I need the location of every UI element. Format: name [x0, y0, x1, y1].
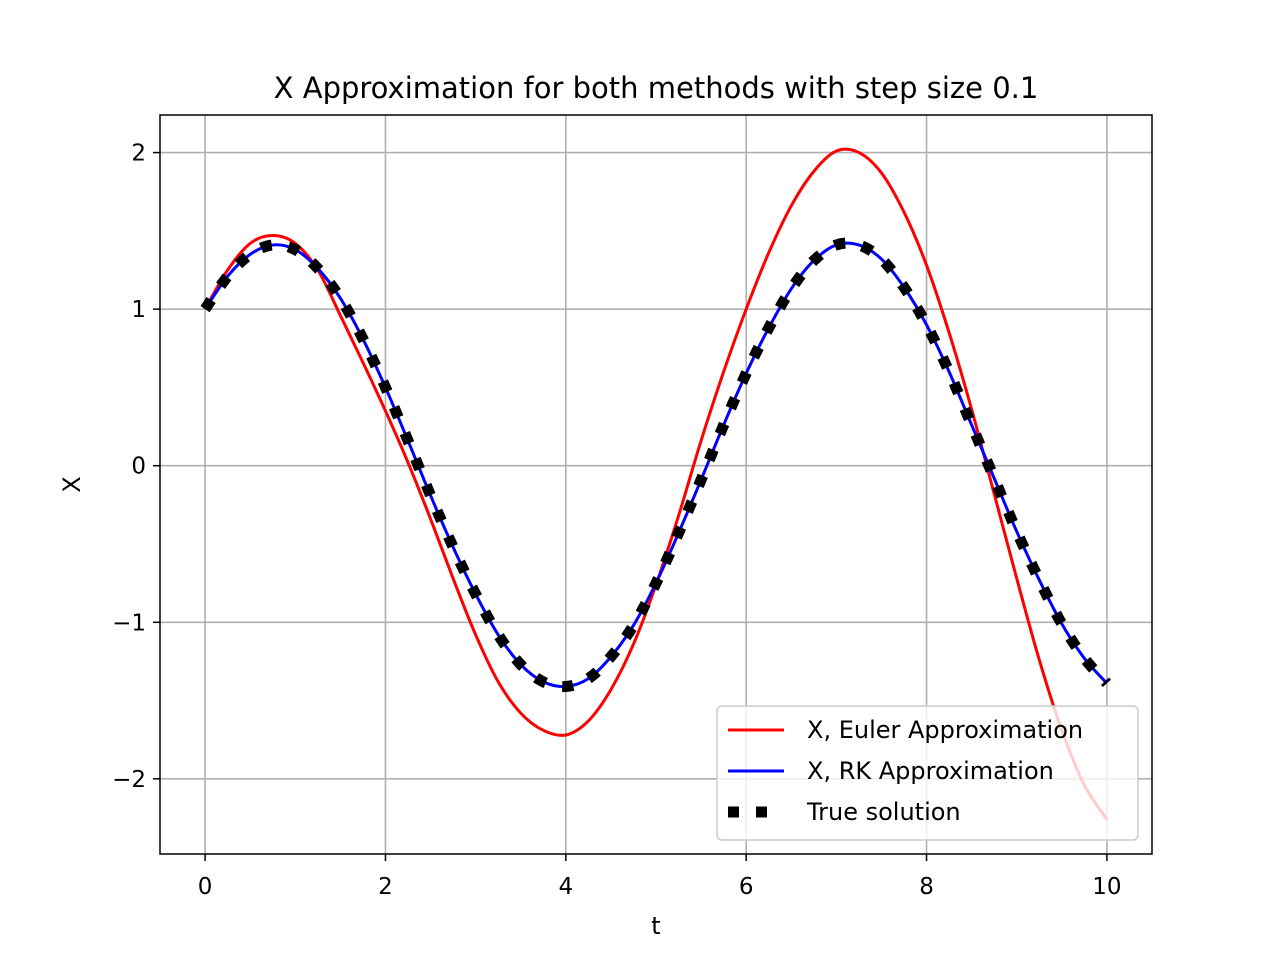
chart-title: X Approximation for both methods with st… [274, 71, 1039, 105]
legend: X, Euler Approximation X, RK Approximatio… [716, 705, 1139, 841]
grid-layer [160, 115, 1152, 854]
y-axis-label: X [58, 476, 86, 492]
legend-label-rk-approximation: X, RK Approximation [807, 757, 1054, 785]
x-axis-label: t [651, 912, 660, 940]
axes-frame [159, 114, 1153, 855]
x-tick-label: 4 [558, 874, 573, 900]
x-tick-label: 2 [378, 874, 393, 900]
y-tick-label: 1 [131, 297, 146, 323]
y-tick-label: 0 [131, 454, 146, 480]
y-tick-label: −2 [112, 767, 146, 793]
legend-label-euler-approximation: X, Euler Approximation [807, 716, 1083, 744]
euler-approximation-series-line [203, 147, 1109, 821]
x-tick-label: 8 [919, 874, 934, 900]
series-layer [200, 147, 1111, 821]
legend-box [716, 705, 1139, 841]
x-tick-label: 0 [198, 874, 213, 900]
true-solution-series-line [200, 237, 1111, 693]
y-tick-label: −1 [112, 610, 146, 636]
x-tick-label: 6 [739, 874, 754, 900]
tick-layer: 0 2 4 6 8 10 −2 −1 0 1 2 [112, 141, 1121, 900]
legend-label-true-solution: True solution [806, 798, 961, 826]
x-tick-label: 10 [1092, 874, 1121, 900]
y-tick-label: 2 [131, 141, 146, 167]
